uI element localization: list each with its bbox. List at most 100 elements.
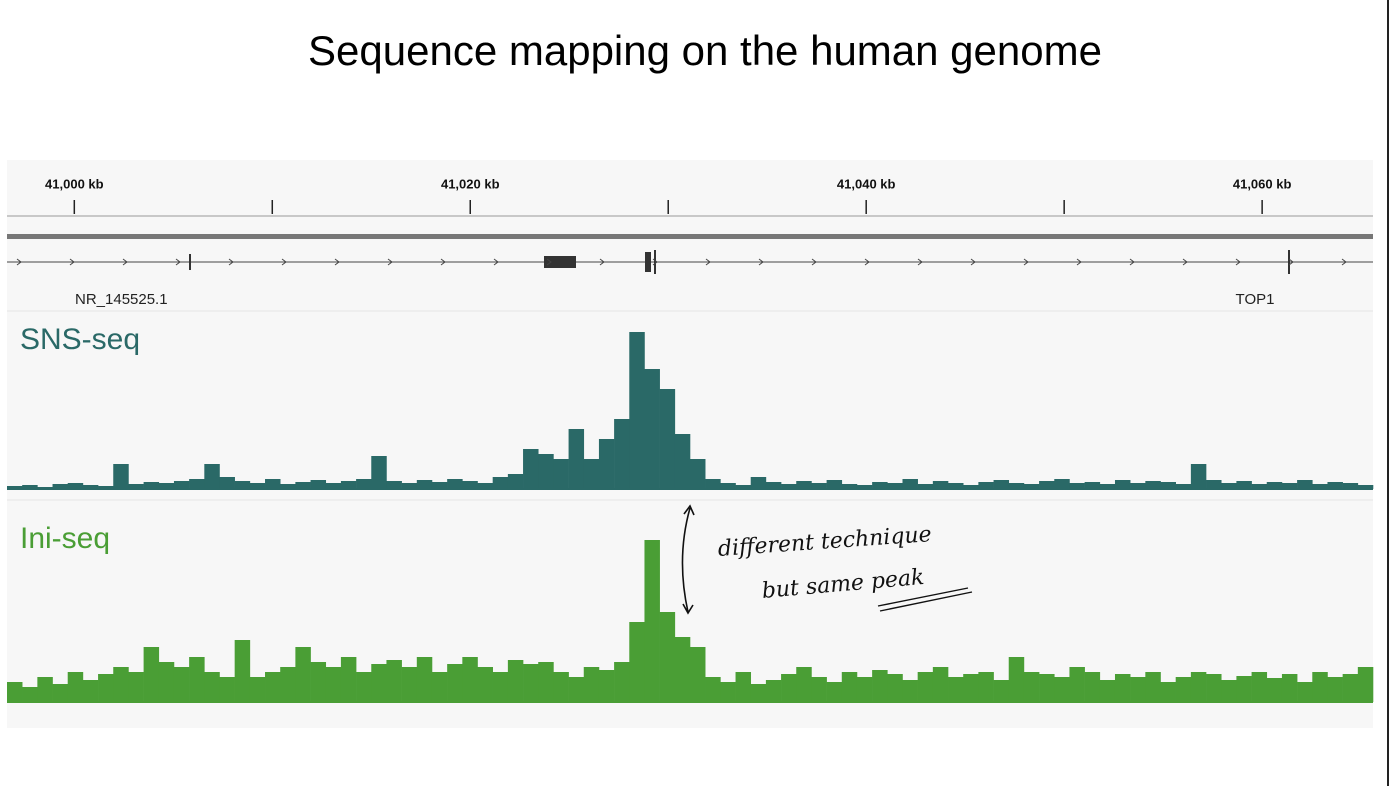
coverage-bar [477, 483, 493, 489]
coverage-bar [690, 647, 706, 702]
coverage-bar [1175, 677, 1192, 702]
strand-arrow [281, 258, 287, 266]
coverage-bar [431, 672, 448, 702]
coverage-bar [872, 670, 888, 702]
strand-arrow [1076, 258, 1082, 266]
coverage-bar [1312, 672, 1328, 702]
slide-title: Sequence mapping on the human genome [308, 27, 1102, 74]
coverage-bar [932, 481, 949, 489]
coverage-bar [750, 477, 767, 489]
coverage-bar [492, 672, 509, 702]
coverage-bar [1206, 674, 1222, 702]
coverage-bar [735, 485, 752, 489]
coverage-bar [598, 439, 615, 489]
coverage-bar [887, 674, 903, 702]
coverage-bar [1190, 672, 1207, 702]
coverage-bar [796, 667, 812, 702]
coverage-bar [1008, 657, 1025, 702]
coverage-bar [1175, 484, 1192, 489]
coverage-bar [1069, 483, 1085, 489]
coverage-bar [1099, 680, 1116, 702]
coverage-bar [1130, 677, 1146, 702]
coverage-bar [978, 672, 994, 702]
strand-arrow [175, 258, 181, 266]
coverage-bar [416, 657, 433, 702]
coverage-bar [22, 687, 38, 702]
coverage-bar [1251, 484, 1268, 489]
coverage-bar [841, 484, 858, 489]
coverage-bar [1357, 485, 1374, 489]
coverage-bar [872, 482, 888, 489]
coverage-bar [720, 483, 736, 489]
coverage-bar [856, 485, 873, 489]
coverage-bar [614, 419, 630, 489]
coverage-bar [781, 674, 797, 702]
coverage-bar [492, 477, 509, 489]
strand-arrow [705, 258, 711, 266]
coverage-bar [340, 481, 357, 489]
strand-arrow [228, 258, 234, 266]
coverage-bar [553, 459, 569, 489]
coverage-bar [948, 483, 964, 489]
coverage-bar [386, 660, 402, 702]
coverage-bar [1160, 482, 1176, 489]
coverage-bar [113, 667, 129, 702]
coverage-bar [1069, 667, 1085, 702]
coverage-bar [98, 486, 114, 489]
coverage-bar [462, 481, 478, 489]
coverage-bar [295, 647, 311, 702]
coverage-bar [22, 485, 38, 489]
strand-arrow [122, 258, 128, 266]
coverage-bar [447, 664, 463, 702]
coverage-bar [1297, 682, 1313, 702]
coverage-bar [659, 612, 676, 702]
coverage-bar [447, 479, 463, 489]
coverage-bar [52, 484, 69, 489]
coverage-bar [538, 662, 554, 702]
strand-arrow [652, 258, 658, 266]
coverage-bar [993, 480, 1010, 489]
coverage-bar [1054, 677, 1070, 702]
coverage-bar [538, 454, 554, 489]
coverage-bar [371, 456, 387, 489]
coverage-bar [477, 667, 493, 702]
gene-label: NR_145525.1 [75, 291, 168, 308]
strand-arrow [1182, 258, 1188, 266]
gene-track-bar [7, 234, 1373, 239]
coverage-bar [1145, 481, 1161, 489]
strand-arrow [1129, 258, 1135, 266]
coverage-bar [52, 684, 69, 702]
coverage-bar [568, 677, 585, 702]
coverage-bar [234, 481, 251, 489]
coverage-bar [917, 672, 934, 702]
coverage-bar [1054, 479, 1070, 489]
coverage-bar [431, 482, 448, 489]
strand-arrow [970, 258, 976, 266]
coverage-bar [644, 540, 660, 702]
coverage-bar [128, 484, 144, 489]
coverage-bar [705, 479, 721, 489]
coverage-bar [1266, 678, 1283, 702]
coverage-bar [1312, 484, 1328, 489]
coverage-bar [325, 483, 342, 489]
coverage-bar [659, 389, 676, 489]
coverage-bar [1281, 674, 1298, 702]
coverage-bar [1206, 480, 1222, 489]
coverage-bar [295, 482, 311, 489]
coverage-bar [1145, 672, 1161, 702]
coverage-bar [796, 481, 812, 489]
coverage-bar [1099, 484, 1116, 489]
coverage-bar [1039, 481, 1055, 489]
coverage-bar [234, 640, 251, 702]
coverage-bar [416, 480, 433, 489]
coverage-bar [614, 662, 630, 702]
coverage-bar [1221, 483, 1237, 489]
coverage-bar [917, 484, 934, 489]
coverage-bar [310, 480, 327, 489]
coverage-bar [356, 672, 372, 702]
strand-arrow [16, 258, 22, 266]
coverage-bar [1008, 483, 1025, 489]
coverage-bar [1327, 482, 1343, 489]
coverage-bar [7, 682, 23, 702]
coverage-bar [173, 667, 190, 702]
